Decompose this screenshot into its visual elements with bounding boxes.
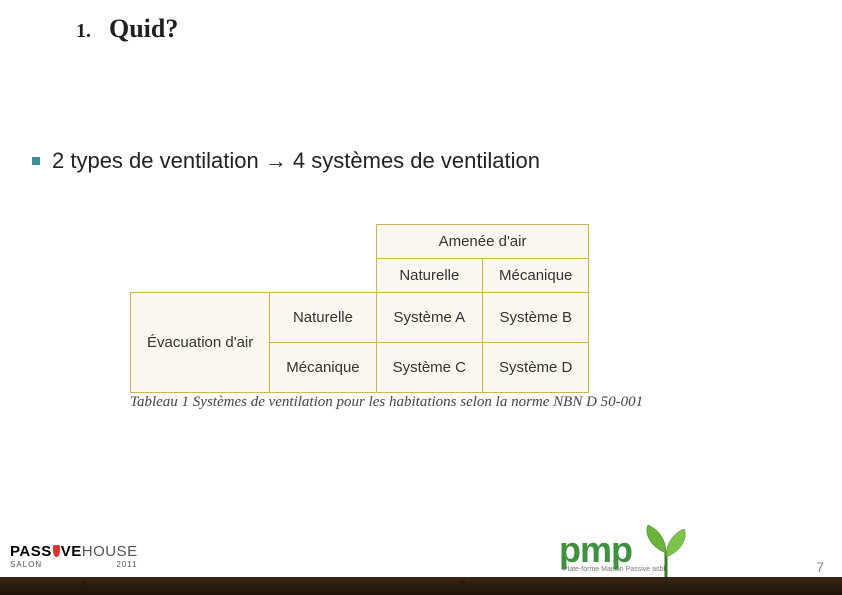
table-cell-a: Système A [376,293,482,343]
bullet-line: 2 types de ventilation → 4 systèmes de v… [32,148,540,174]
ventilation-table: Amenée d'air Naturelle Mécanique Évacuat… [130,224,589,393]
logo-left-sub-r: 2011 [116,560,137,569]
pmp-text: pmp [559,529,632,571]
pmp-logo: pmp Plate-forme Maison Passive asbl [559,529,632,571]
heading-number: 1. [76,20,91,43]
flame-icon [53,545,60,557]
arrow-icon: → [265,148,287,173]
bullet-after: 4 systèmes de ventilation [287,148,540,173]
bullet-text: 2 types de ventilation → 4 systèmes de v… [52,148,540,174]
table-row1-label: Naturelle [270,293,376,343]
table-col1: Naturelle [376,259,482,293]
table-top-header: Amenée d'air [376,225,589,259]
table-cell-d: Système D [483,343,589,393]
table-cell-b: Système B [483,293,589,343]
logo-left-c: HOUSE [82,543,138,560]
passivehouse-logo: PASS VEHOUSE SALON 2011 [10,543,138,569]
bullet-before: 2 types de ventilation [52,148,265,173]
soil-strip [0,577,842,595]
footer: PASSVEHOUSE SALON 2011 pmp Plate-forme M… [0,535,842,595]
logo-left-sub-l: SALON [10,560,42,569]
table-cell-c: Système C [376,343,482,393]
bullet-icon [32,157,40,165]
slide-heading: 1. Quid? [76,14,178,44]
table-row2-label: Mécanique [270,343,376,393]
logo-left-a: PASS [10,543,52,560]
logo-left-b: VE [61,543,82,560]
page-number: 7 [816,559,824,575]
table-col2: Mécanique [483,259,589,293]
table-caption: Tableau 1 Systèmes de ventilation pour l… [130,394,643,411]
heading-title: Quid? [109,14,178,44]
table-row-header: Évacuation d'air [131,293,270,393]
